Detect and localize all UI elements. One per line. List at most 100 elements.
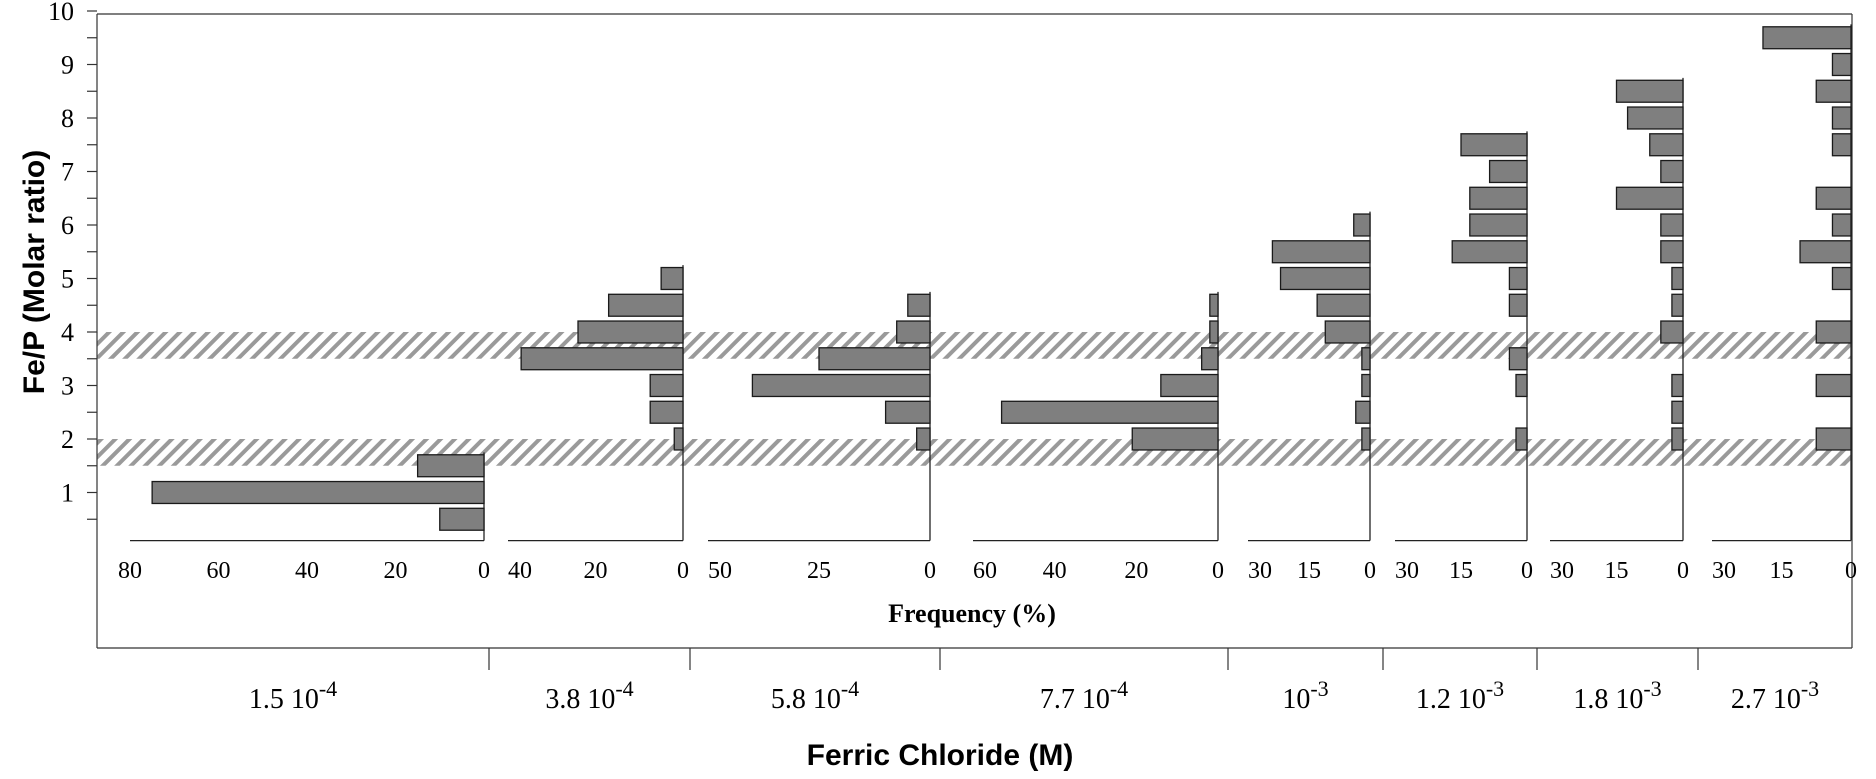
bar xyxy=(1649,133,1684,157)
concentration-label: 2.7 10-3 xyxy=(1731,676,1819,715)
frequency-tick-label: 25 xyxy=(807,558,831,584)
frequency-tick-label: 30 xyxy=(1248,558,1272,584)
frequency-tick-label: 40 xyxy=(508,558,532,584)
bar xyxy=(1762,26,1852,50)
bar xyxy=(577,320,684,344)
y-axis-title: Fe/P (Molar ratio) xyxy=(18,150,51,394)
frequency-tick-label: 50 xyxy=(708,558,732,584)
bar xyxy=(1626,106,1684,130)
bar xyxy=(1815,186,1852,210)
bar xyxy=(439,507,485,531)
frequency-tick-label: 15 xyxy=(1297,558,1321,584)
bar xyxy=(520,347,684,371)
frequency-tick-label: 0 xyxy=(478,558,490,584)
frequency-tick-label: 15 xyxy=(1605,558,1629,584)
bar xyxy=(416,454,485,478)
frequency-tick-label: 0 xyxy=(677,558,689,584)
bar xyxy=(751,373,931,398)
bar xyxy=(1000,400,1219,424)
concentration-label: 3.8 10-4 xyxy=(545,676,633,715)
bar xyxy=(1815,320,1852,344)
frequency-tick-label: 0 xyxy=(1521,558,1533,584)
concentration-label: 7.7 10-4 xyxy=(1040,676,1128,715)
frequency-tick-label: 0 xyxy=(1845,558,1857,584)
bar xyxy=(1460,133,1528,157)
concentration-label: 10-3 xyxy=(1282,676,1328,715)
bar xyxy=(1316,293,1371,317)
bar xyxy=(1831,213,1852,237)
bar xyxy=(907,293,931,317)
bar xyxy=(1361,347,1371,371)
y-axis: 1 2 3 4 5 6 7 8 9 10 xyxy=(48,0,97,520)
bar xyxy=(1209,293,1219,317)
bar xyxy=(1799,240,1852,264)
frequency-axes: 80 60 40 20 0 40 20 0 50 25 0 60 40 20 0 30 15 0 30 15 0 30 15… xyxy=(118,540,1857,584)
concentration-label: 1.5 10-4 xyxy=(249,676,337,715)
concentration-label: 5.8 10-4 xyxy=(771,676,859,715)
x-axis-title: Ferric Chloride (M) xyxy=(807,739,1074,772)
y-tick-label: 4 xyxy=(61,318,74,347)
bar xyxy=(1209,320,1219,344)
bar xyxy=(1831,266,1852,291)
bar xyxy=(1815,373,1852,398)
bar xyxy=(1451,240,1528,264)
concentration-label: 1.8 10-3 xyxy=(1573,676,1661,715)
y-tick-label: 6 xyxy=(61,211,74,240)
bar xyxy=(1660,320,1684,344)
frequency-tick-label: 0 xyxy=(1677,558,1689,584)
y-tick-label: 2 xyxy=(61,425,74,454)
frequency-tick-label: 20 xyxy=(584,558,608,584)
concentration-label: 1.2 10-3 xyxy=(1416,676,1504,715)
bar xyxy=(1671,266,1684,291)
bar xyxy=(1355,400,1371,424)
shaded-band-1 xyxy=(97,439,1852,466)
bar xyxy=(660,266,684,291)
bar xyxy=(1671,293,1684,317)
bar xyxy=(1515,427,1528,451)
bar xyxy=(916,427,931,451)
frequency-tick-label: 0 xyxy=(1364,558,1376,584)
bar xyxy=(1469,213,1528,237)
bar xyxy=(1361,373,1371,398)
y-tick-label: 3 xyxy=(61,372,74,401)
frequency-tick-label: 40 xyxy=(1043,558,1067,584)
plot-frame xyxy=(96,13,1853,649)
frequency-tick-label: 15 xyxy=(1449,558,1473,584)
frequency-tick-label: 15 xyxy=(1770,558,1794,584)
bar xyxy=(1815,79,1852,103)
bar xyxy=(1160,373,1219,398)
y-tick-label: 8 xyxy=(61,104,74,133)
bar xyxy=(1815,427,1852,451)
bar xyxy=(1671,373,1684,398)
bar xyxy=(1615,186,1684,210)
bar xyxy=(1831,106,1852,130)
bar xyxy=(1671,400,1684,424)
shaded-band-2 xyxy=(97,332,1852,359)
bar xyxy=(1660,240,1684,264)
y-tick-label: 1 xyxy=(61,479,74,508)
shaded-bands xyxy=(97,332,1852,466)
bar xyxy=(1361,427,1371,451)
histogram-bars xyxy=(151,24,1852,541)
bar xyxy=(1615,79,1684,103)
frequency-tick-label: 30 xyxy=(1550,558,1574,584)
bar xyxy=(896,320,931,344)
bar xyxy=(1324,320,1371,344)
frequency-tick-label: 80 xyxy=(118,558,142,584)
bar xyxy=(649,373,684,398)
frequency-tick-label: 60 xyxy=(207,558,231,584)
bar xyxy=(151,480,485,505)
bar xyxy=(1671,427,1684,451)
y-tick-label: 9 xyxy=(61,51,74,80)
bar xyxy=(1515,373,1528,398)
bar xyxy=(1279,266,1371,291)
bar xyxy=(1469,186,1528,210)
bar xyxy=(1660,159,1684,184)
frequency-tick-label: 20 xyxy=(1124,558,1148,584)
bar xyxy=(1831,133,1852,157)
bar xyxy=(818,347,931,371)
frequency-tick-label: 0 xyxy=(924,558,936,584)
bar xyxy=(1201,347,1219,371)
bar xyxy=(1660,213,1684,237)
